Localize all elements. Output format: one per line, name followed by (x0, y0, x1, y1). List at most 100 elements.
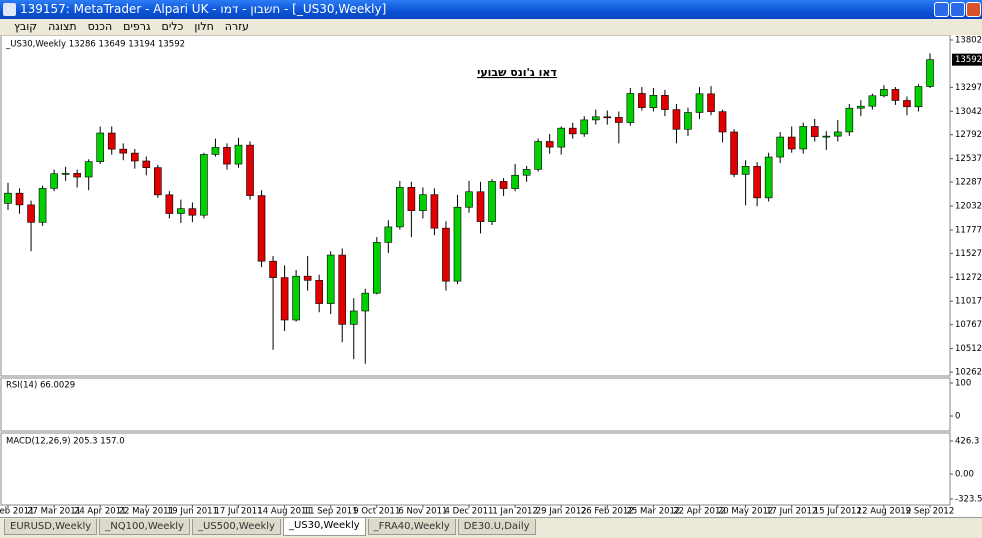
x-tick-label: 6 Nov 2011 (398, 507, 447, 517)
x-tick-label: 15 Jul 2012 (814, 507, 862, 517)
macd-panel-frame (0, 432, 951, 506)
x-tick-label: 29 Jan 2012 (536, 507, 587, 517)
x-tick-label: 20 May 2012 (718, 507, 773, 517)
candle-body (880, 89, 888, 97)
candle-body (833, 131, 842, 137)
candle-body (361, 292, 370, 312)
candle-body (142, 160, 151, 168)
candle-body (107, 132, 116, 150)
chart-tab[interactable]: _US500,Weekly (191, 519, 281, 535)
chart-tabs: EURUSD,Weekly _NQ100,Weekly _US500,Weekly _… (0, 517, 982, 538)
y-tick-label: 13802 (955, 35, 982, 45)
candle-body (891, 89, 900, 101)
candle-body (15, 192, 24, 206)
x-tick-label: 17 Jun 2012 (766, 507, 817, 517)
annotation: דאו ג'ונס שבועי (477, 66, 557, 79)
y-tick-label: 13042 (955, 107, 982, 117)
candle-body (545, 141, 554, 148)
chart-tab[interactable]: EURUSD,Weekly (4, 519, 98, 535)
candle-body (764, 156, 773, 199)
x-tick-label: 14 Aug 2011 (257, 507, 311, 517)
candle-body (649, 95, 658, 108)
chart-header: _US30,Weekly 13286 13649 13194 13592 (5, 40, 185, 50)
close-button[interactable] (966, 2, 981, 17)
candle-body (372, 242, 381, 294)
candle-body (61, 173, 70, 175)
chart-tab[interactable]: DE30.U,Daily (457, 519, 536, 535)
candle-body (188, 208, 197, 216)
candle-body (741, 166, 750, 175)
x-tick-label: 22 May 2011 (119, 507, 174, 517)
candle-body (407, 187, 416, 211)
menu-item[interactable]: גרפים (123, 20, 151, 33)
candle-body (384, 226, 393, 243)
candle-body (684, 112, 692, 130)
candle-body (799, 126, 808, 150)
menu-items: קובץ תצוגה הכנס גרפים כלים חלון עזרה (8, 19, 254, 35)
candle-body (177, 208, 185, 214)
candle-body (96, 132, 104, 162)
x-tick-label: 25 Mar 2012 (626, 507, 680, 517)
candle-body (50, 173, 58, 189)
y-tick-label: -323.5 (955, 495, 982, 505)
y-tick-label: 11017 (955, 297, 982, 307)
candle-body (257, 195, 266, 262)
candle-body (868, 95, 877, 107)
x-tick-label: 26 Feb 2012 (581, 507, 634, 517)
candle-body (315, 280, 323, 304)
candle-body (626, 93, 635, 123)
candle-body (430, 194, 439, 229)
y-tick-label: 11272 (955, 273, 982, 283)
x-tick-label: 4 Dec 2011 (445, 507, 494, 517)
candle-body (580, 119, 589, 135)
x-tick-label: 9 Sep 2012 (906, 507, 954, 517)
candle-body (568, 127, 577, 135)
window-title: 139157: MetaTrader - Alpari UK - חשבון -… (20, 2, 387, 16)
candle-body (200, 154, 208, 216)
maximize-button[interactable] (950, 2, 965, 17)
menu-item[interactable]: חלון (194, 20, 214, 33)
menu-item[interactable]: כלים (161, 20, 184, 33)
candle-body (442, 227, 450, 282)
candle-body (903, 100, 911, 108)
candle-body (534, 141, 542, 170)
candle-body (292, 275, 300, 321)
x-tick-label: 9 Oct 2011 (353, 507, 400, 517)
x-tick-label: 12 Aug 2012 (857, 507, 911, 517)
y-tick-label: 0 (955, 412, 960, 422)
chart-tab[interactable]: _FRA40,Weekly (367, 519, 456, 535)
chart-tab[interactable]: _US30,Weekly (282, 518, 366, 536)
y-tick-label: 11527 (955, 249, 982, 259)
minimize-button[interactable] (934, 2, 949, 17)
y-tick-label: 12537 (955, 154, 982, 164)
rsi-label: RSI(14) 66.0029 (6, 381, 75, 391)
candle-body (38, 188, 47, 223)
x-tick-label: 17 Jul 2011 (214, 507, 262, 517)
y-tick-label: 10512 (955, 344, 982, 354)
menu-item[interactable]: קובץ (14, 20, 38, 33)
candle-body (591, 116, 600, 121)
y-tick-label: 12287 (955, 178, 982, 188)
candle-body (326, 254, 335, 304)
menu-bar: קובץ תצוגה הכנס גרפים כלים חלון עזרה (0, 19, 982, 35)
candle-body (914, 86, 923, 108)
candle-body (84, 161, 93, 178)
x-tick-label: 24 Apr 2011 (74, 507, 127, 517)
menu-item[interactable]: תצוגה (48, 20, 77, 33)
x-tick-label: 22 Apr 2012 (673, 507, 726, 517)
candle-body (396, 187, 404, 228)
candle-body (753, 166, 761, 199)
chart-tab[interactable]: _NQ100,Weekly (99, 519, 190, 535)
chart: _US30,Weekly 13286 13649 13194 13592 דאו… (0, 35, 982, 517)
candle-body (280, 277, 289, 321)
candle-body (234, 144, 243, 165)
menu-item[interactable]: הכנס (87, 20, 113, 33)
candle-body (603, 116, 612, 119)
x-tick-label: 27 Mar 2011 (27, 507, 81, 517)
candle-body (73, 173, 81, 178)
candle-body (4, 192, 12, 204)
x-tick-label: 1 Jan 2012 (492, 507, 538, 517)
candle-body (522, 169, 531, 176)
menu-item[interactable]: עזרה (224, 20, 249, 33)
candle-body (119, 148, 128, 154)
